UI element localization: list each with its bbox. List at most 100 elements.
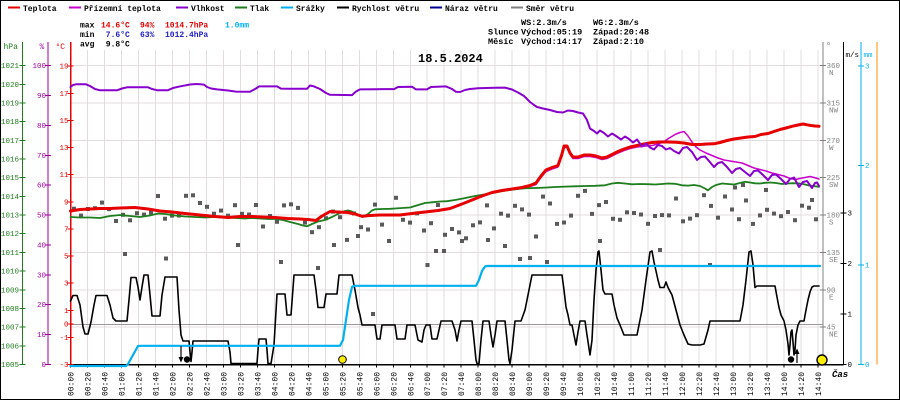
svg-text:09:00: 09:00 bbox=[526, 372, 535, 396]
svg-text:70: 70 bbox=[37, 153, 47, 161]
svg-text:00:20: 00:20 bbox=[85, 372, 94, 396]
svg-text:05:00: 05:00 bbox=[322, 372, 331, 396]
svg-text:0: 0 bbox=[64, 321, 69, 329]
svg-text:135: 135 bbox=[827, 250, 841, 258]
svg-text:60: 60 bbox=[37, 183, 47, 191]
svg-text:Západ:2:10: Západ:2:10 bbox=[593, 37, 644, 47]
svg-text:0: 0 bbox=[865, 362, 870, 370]
svg-text:1.0mm: 1.0mm bbox=[225, 22, 249, 31]
svg-text:Tlak: Tlak bbox=[250, 5, 269, 14]
svg-text:03:20: 03:20 bbox=[237, 372, 246, 396]
svg-text:00:00: 00:00 bbox=[68, 372, 77, 396]
svg-text:Směr větru: Směr větru bbox=[526, 5, 574, 14]
svg-text:Slunce: Slunce bbox=[488, 28, 519, 38]
svg-text:-3: -3 bbox=[59, 362, 69, 370]
svg-text:1017: 1017 bbox=[1, 138, 19, 146]
svg-text:14:00: 14:00 bbox=[781, 372, 790, 396]
svg-text:11: 11 bbox=[59, 172, 69, 180]
svg-text:11:00: 11:00 bbox=[628, 372, 637, 396]
svg-text:S: S bbox=[829, 220, 834, 228]
svg-text:18.5.2024: 18.5.2024 bbox=[418, 52, 483, 66]
svg-text:NW: NW bbox=[829, 108, 839, 116]
svg-text:3: 3 bbox=[848, 211, 853, 219]
svg-text:180: 180 bbox=[827, 213, 841, 221]
svg-text:3: 3 bbox=[64, 281, 69, 289]
svg-text:1014.7hPa: 1014.7hPa bbox=[165, 22, 208, 31]
svg-text:max: max bbox=[80, 22, 95, 31]
svg-text:2: 2 bbox=[865, 163, 870, 171]
svg-text:Čas: Čas bbox=[832, 369, 848, 380]
svg-text:E: E bbox=[829, 294, 834, 302]
svg-text:270: 270 bbox=[827, 138, 841, 146]
svg-text:1021: 1021 bbox=[1, 63, 20, 71]
svg-text:1010: 1010 bbox=[1, 269, 20, 277]
svg-text:7: 7 bbox=[64, 226, 69, 234]
svg-text:0: 0 bbox=[848, 362, 853, 370]
svg-text:hPa: hPa bbox=[4, 43, 19, 52]
svg-text:01:00: 01:00 bbox=[119, 372, 128, 396]
svg-text:12:00: 12:00 bbox=[679, 372, 688, 396]
svg-text:13:00: 13:00 bbox=[730, 372, 739, 396]
svg-text:avg: avg bbox=[80, 41, 95, 50]
svg-text:1013: 1013 bbox=[1, 213, 20, 221]
svg-text:02:40: 02:40 bbox=[203, 372, 212, 396]
svg-text:Rychlost větru: Rychlost větru bbox=[352, 5, 419, 14]
svg-text:1009: 1009 bbox=[1, 287, 19, 295]
svg-text:mm: mm bbox=[864, 52, 874, 60]
svg-text:40: 40 bbox=[37, 242, 47, 250]
svg-text:1005: 1005 bbox=[1, 362, 20, 370]
svg-text:Východ:05:19: Východ:05:19 bbox=[521, 28, 582, 38]
svg-text:1020: 1020 bbox=[1, 82, 20, 90]
svg-text:1019: 1019 bbox=[1, 101, 19, 109]
svg-text:13:20: 13:20 bbox=[747, 372, 756, 396]
svg-text:13:40: 13:40 bbox=[764, 372, 773, 396]
svg-text:03:00: 03:00 bbox=[220, 372, 229, 396]
svg-text:10:40: 10:40 bbox=[611, 372, 620, 396]
svg-text:07:40: 07:40 bbox=[458, 372, 467, 396]
svg-text:7.6°C: 7.6°C bbox=[106, 31, 130, 40]
svg-text:15: 15 bbox=[59, 118, 69, 126]
svg-text:04:40: 04:40 bbox=[305, 372, 314, 396]
svg-text:1: 1 bbox=[865, 263, 870, 271]
svg-text:%: % bbox=[40, 43, 45, 52]
svg-text:1018: 1018 bbox=[1, 119, 19, 127]
svg-text:SE: SE bbox=[829, 257, 839, 265]
svg-text:08:20: 08:20 bbox=[492, 372, 501, 396]
svg-text:08:00: 08:00 bbox=[475, 372, 484, 396]
svg-text:19: 19 bbox=[59, 64, 68, 72]
svg-text:10:00: 10:00 bbox=[577, 372, 586, 396]
svg-text:1007: 1007 bbox=[1, 325, 19, 333]
svg-text:05:20: 05:20 bbox=[339, 372, 348, 396]
svg-text:14.6°C: 14.6°C bbox=[101, 22, 130, 31]
svg-text:SW: SW bbox=[829, 182, 839, 190]
svg-text:14:20: 14:20 bbox=[798, 372, 807, 396]
svg-text:°C: °C bbox=[56, 43, 66, 52]
svg-text:08:40: 08:40 bbox=[509, 372, 518, 396]
svg-text:315: 315 bbox=[827, 101, 841, 109]
svg-text:m/s: m/s bbox=[846, 52, 860, 60]
svg-text:W: W bbox=[829, 145, 834, 153]
svg-text:9.8°C: 9.8°C bbox=[106, 41, 130, 50]
svg-text:04:20: 04:20 bbox=[288, 372, 297, 396]
svg-text:90: 90 bbox=[37, 93, 47, 101]
svg-text:225: 225 bbox=[827, 175, 841, 183]
svg-text:20: 20 bbox=[37, 302, 47, 310]
svg-text:17: 17 bbox=[59, 91, 68, 99]
svg-text:WS:2.3m/s: WS:2.3m/s bbox=[521, 18, 567, 28]
svg-text:13: 13 bbox=[59, 145, 69, 153]
svg-text:14:40: 14:40 bbox=[815, 372, 824, 396]
svg-text:5: 5 bbox=[64, 254, 69, 262]
svg-text:Východ:14:17: Východ:14:17 bbox=[521, 37, 582, 47]
svg-text:0: 0 bbox=[41, 362, 46, 370]
svg-text:10: 10 bbox=[37, 332, 47, 340]
svg-text:°: ° bbox=[826, 41, 832, 53]
svg-text:01:40: 01:40 bbox=[152, 372, 161, 396]
svg-text:1011: 1011 bbox=[1, 250, 20, 258]
svg-text:2: 2 bbox=[848, 261, 853, 269]
svg-text:1: 1 bbox=[848, 312, 853, 320]
svg-text:360: 360 bbox=[827, 63, 841, 71]
svg-text:NE: NE bbox=[829, 332, 839, 340]
svg-text:12:20: 12:20 bbox=[696, 372, 705, 396]
svg-text:90: 90 bbox=[827, 287, 837, 295]
svg-text:9: 9 bbox=[64, 199, 69, 207]
